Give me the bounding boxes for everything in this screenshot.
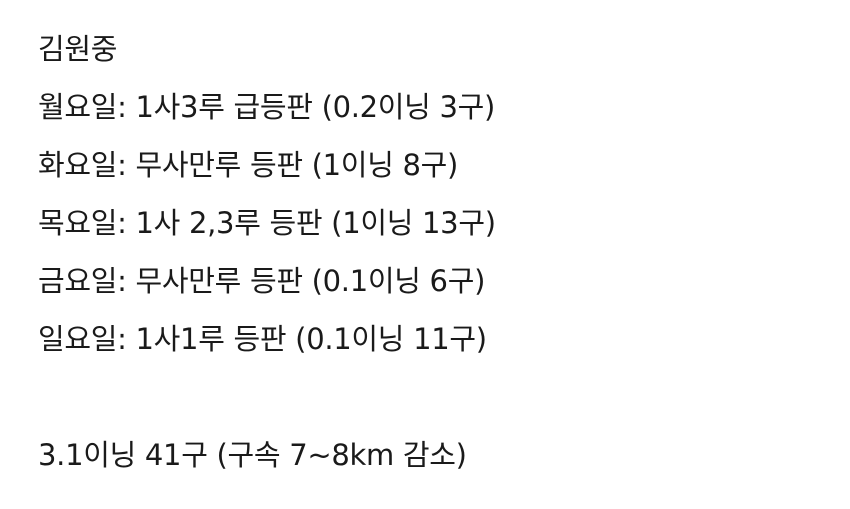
note-line-tuesday: 화요일: 무사만루 등판 (1이닝 8구) (38, 148, 459, 182)
note-body: 김원중 월요일: 1사3루 급등판 (0.2이닝 3구) 화요일: 무사만루 등… (38, 20, 828, 484)
note-line-friday: 금요일: 무사만루 등판 (0.1이닝 6구) (38, 264, 486, 298)
note-line-monday: 월요일: 1사3루 급등판 (0.2이닝 3구) (38, 90, 496, 124)
note-title: 김원중 (38, 32, 118, 66)
note-summary: 3.1이닝 41구 (구속 7~8km 감소) (38, 438, 467, 472)
blank-line (38, 368, 828, 426)
note-line-thursday: 목요일: 1사 2,3루 등판 (1이닝 13구) (38, 206, 496, 240)
note-line-sunday: 일요일: 1사1루 등판 (0.1이닝 11구) (38, 322, 487, 356)
